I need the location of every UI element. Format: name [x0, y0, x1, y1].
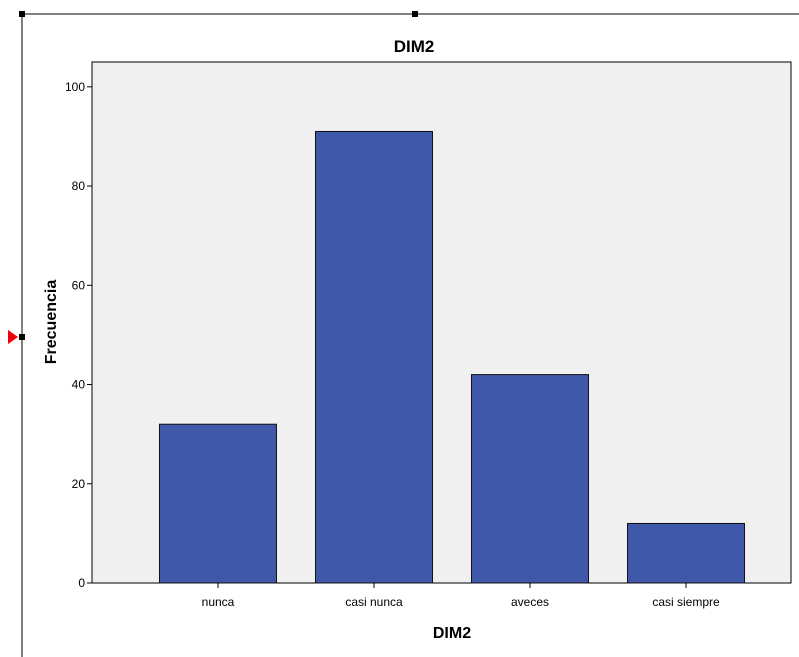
y-axis-title: Frecuencia [43, 280, 60, 365]
x-axis: nunca casi nunca aveces casi siempre [202, 583, 720, 609]
y-tick-label: 60 [72, 278, 86, 292]
y-tick-label: 80 [72, 179, 86, 193]
y-tick-label: 40 [72, 378, 86, 392]
y-axis: 0 20 40 60 80 100 [65, 80, 92, 590]
bar-casi-nunca[interactable] [315, 130, 433, 584]
x-tick-label: casi siempre [652, 595, 720, 609]
bars-group [159, 130, 745, 584]
red-arrow-icon [8, 330, 18, 344]
x-axis-title: DIM2 [433, 625, 471, 642]
bar-aveces[interactable] [471, 374, 589, 584]
square-handle-icon[interactable] [19, 11, 25, 17]
x-tick-label: nunca [202, 595, 235, 609]
bar-chart: DIM2 0 20 40 60 80 100 nunca casi nunca aveces c… [43, 37, 792, 642]
bar-nunca[interactable] [159, 423, 277, 584]
bar-casi-siempre[interactable] [627, 522, 745, 584]
x-tick-label: casi nunca [345, 595, 403, 609]
y-tick-label: 0 [78, 576, 85, 590]
square-handle-icon[interactable] [19, 334, 25, 340]
plot-area [91, 61, 792, 584]
x-tick-label: aveces [511, 595, 549, 609]
chart-title: DIM2 [394, 37, 435, 56]
y-tick-label: 20 [72, 477, 86, 491]
y-tick-label: 100 [65, 80, 85, 94]
square-handle-icon[interactable] [412, 11, 418, 17]
